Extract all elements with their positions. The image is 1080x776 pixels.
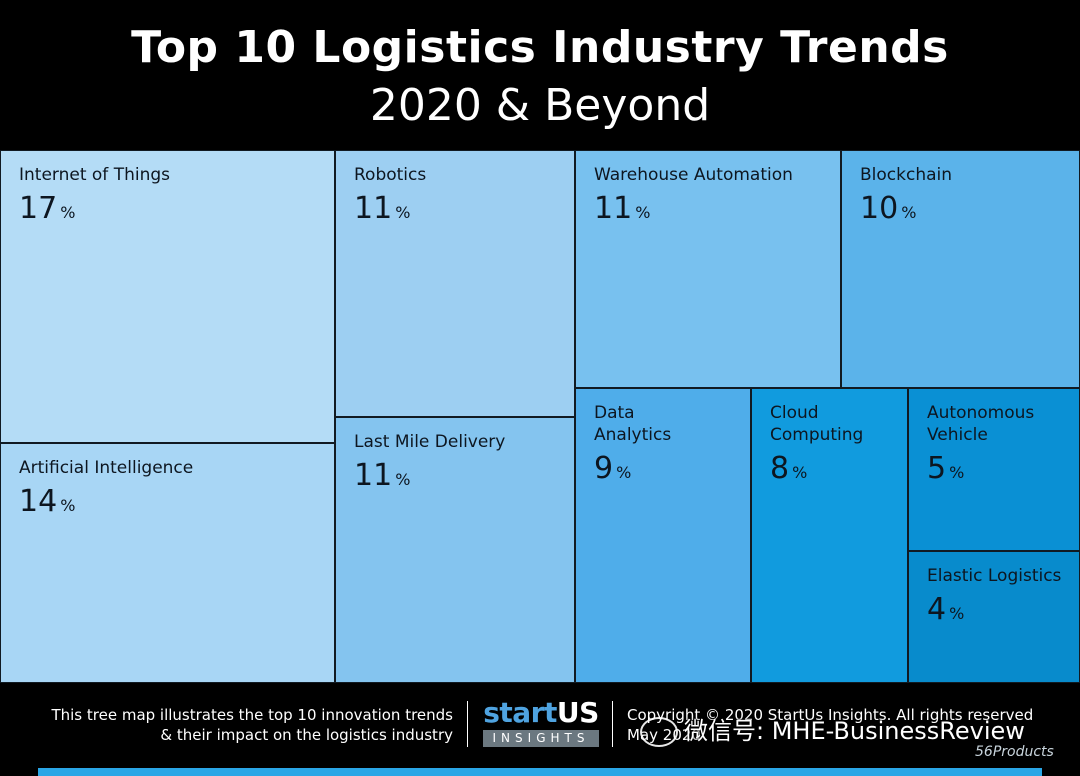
tile-label: Blockchain bbox=[860, 165, 953, 185]
site-watermark: 56Products bbox=[975, 744, 1054, 760]
wechat-icon bbox=[640, 717, 678, 747]
watermark-text: 微信号: MHE-BusinessReview bbox=[684, 717, 1025, 745]
tile-label: Internet of Things bbox=[19, 165, 170, 185]
tile-robotics: Robotics 11% bbox=[335, 150, 575, 417]
tile-value: 17% bbox=[19, 192, 75, 230]
tile-value-number: 4 bbox=[927, 592, 947, 627]
tile-value: 11% bbox=[354, 192, 410, 230]
tile-value-unit: % bbox=[395, 203, 411, 222]
logo-insights: INSIGHTS bbox=[483, 730, 599, 747]
tile-value: 8% bbox=[770, 452, 807, 490]
footer-divider-left bbox=[467, 701, 468, 747]
tile-value: 9% bbox=[594, 452, 631, 490]
title-bar: Top 10 Logistics Industry Trends 2020 & … bbox=[0, 0, 1080, 150]
wechat-watermark: 微信号: MHE-BusinessReview bbox=[640, 711, 1025, 747]
tile-label: Artificial Intelligence bbox=[19, 458, 194, 478]
tile-value: 11% bbox=[354, 459, 410, 497]
tile-autonomous-vehicle: Autonomous Vehicle 5% bbox=[908, 388, 1080, 551]
tile-data-analytics: Data Analytics 9% bbox=[575, 388, 751, 683]
tile-value-number: 14 bbox=[19, 484, 58, 519]
tile-value-number: 11 bbox=[354, 458, 393, 493]
tile-value-unit: % bbox=[60, 203, 76, 222]
tile-value-number: 17 bbox=[19, 191, 58, 226]
tile-internet-of-things: Internet of Things 17% bbox=[0, 150, 335, 443]
accent-band bbox=[38, 768, 1042, 776]
tile-value-unit: % bbox=[949, 604, 965, 623]
tile-value: 11% bbox=[594, 192, 650, 230]
tile-value: 10% bbox=[860, 192, 916, 230]
tile-label: Last Mile Delivery bbox=[354, 432, 506, 452]
tile-value: 14% bbox=[19, 485, 75, 523]
treemap: Internet of Things 17% Artificial Intellig… bbox=[0, 150, 1080, 683]
tile-value: 4% bbox=[927, 593, 964, 631]
tile-value-unit: % bbox=[901, 203, 917, 222]
tile-value-number: 9 bbox=[594, 451, 614, 486]
tile-cloud-computing: Cloud Computing 8% bbox=[751, 388, 908, 683]
tile-value-number: 11 bbox=[594, 191, 633, 226]
tile-value-unit: % bbox=[616, 463, 632, 482]
tile-value: 5% bbox=[927, 452, 964, 490]
tile-label: Data Analytics bbox=[594, 403, 672, 445]
tile-blockchain: Blockchain 10% bbox=[841, 150, 1080, 388]
tile-value-unit: % bbox=[949, 463, 965, 482]
tile-value-number: 10 bbox=[860, 191, 899, 226]
tile-label: Warehouse Automation bbox=[594, 165, 793, 185]
footer-description: This tree map illustrates the top 10 inn… bbox=[51, 706, 453, 744]
tile-artificial-intelligence: Artificial Intelligence 14% bbox=[0, 443, 335, 683]
logo-wordmark: startUS bbox=[483, 699, 599, 727]
tile-label: Autonomous Vehicle bbox=[927, 403, 1035, 445]
tile-value-number: 5 bbox=[927, 451, 947, 486]
tile-value-number: 8 bbox=[770, 451, 790, 486]
chart-subtitle: 2020 & Beyond bbox=[369, 80, 711, 131]
tile-label: Elastic Logistics bbox=[927, 566, 1062, 586]
footer: This tree map illustrates the top 10 inn… bbox=[0, 683, 1080, 776]
chart-title: Top 10 Logistics Industry Trends bbox=[131, 22, 949, 73]
footer-divider-right bbox=[612, 701, 613, 747]
tile-value-unit: % bbox=[635, 203, 651, 222]
tile-value-unit: % bbox=[60, 496, 76, 515]
tile-warehouse-automation: Warehouse Automation 11% bbox=[575, 150, 841, 388]
tile-value-number: 11 bbox=[354, 191, 393, 226]
tile-label: Robotics bbox=[354, 165, 427, 185]
logo-start: start bbox=[483, 696, 557, 729]
tile-label: Cloud Computing bbox=[770, 403, 864, 445]
tile-last-mile-delivery: Last Mile Delivery 11% bbox=[335, 417, 575, 683]
logo-us: US bbox=[556, 696, 599, 729]
tile-elastic-logistics: Elastic Logistics 4% bbox=[908, 551, 1080, 683]
tile-value-unit: % bbox=[792, 463, 808, 482]
tile-value-unit: % bbox=[395, 470, 411, 489]
startus-insights-logo: startUS INSIGHTS bbox=[483, 699, 599, 747]
